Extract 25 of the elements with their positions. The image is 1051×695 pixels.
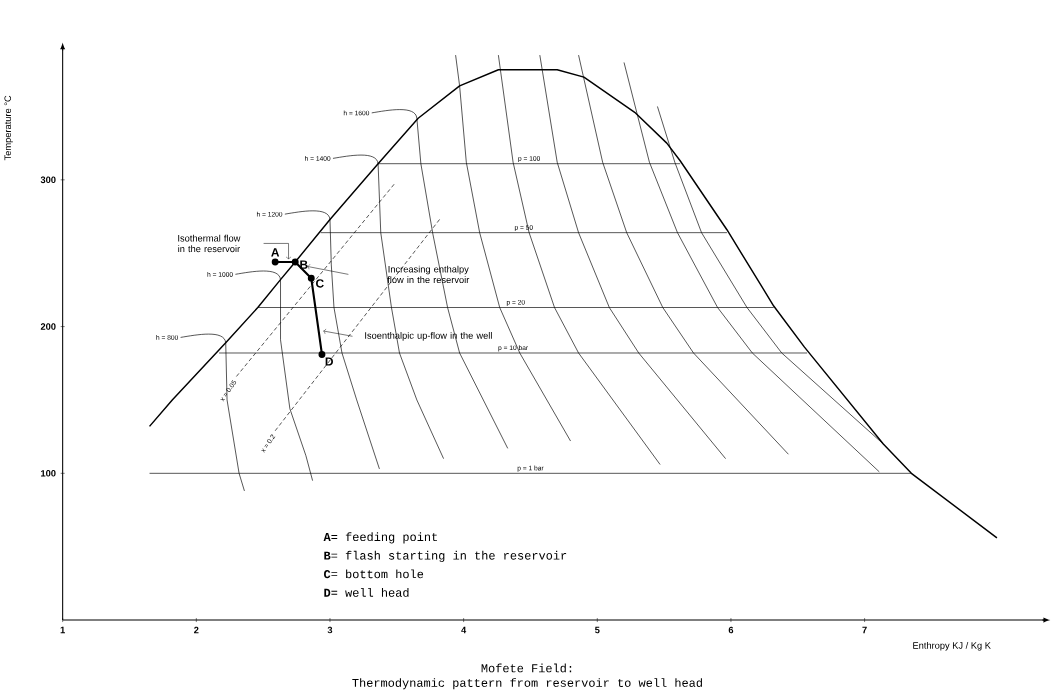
annotation: C	[316, 279, 324, 288]
y-tick-label: 100	[41, 470, 56, 477]
x-tick-label: 6	[728, 626, 734, 634]
annotation: Increasing enthalpy flow in the reservoir	[387, 265, 470, 284]
y-tick-label: 300	[40, 176, 56, 184]
x-tick-label: 2	[194, 626, 199, 634]
y-tick-label: 200	[40, 323, 56, 330]
x-tick-label: 4	[461, 626, 467, 634]
x-axis-title: Enthropy KJ / Kg K	[913, 642, 991, 651]
x-tick-label: 3	[327, 626, 333, 634]
annotation: Isothermal flow in the reservoir	[178, 234, 241, 253]
annotation: B= flash starting in the reservoir	[324, 551, 567, 563]
text: Mofete Field:	[481, 663, 572, 673]
y-axis-title: Temperature °C	[4, 95, 13, 161]
x-tick-label: 1	[60, 626, 65, 634]
annotation: D= well head	[324, 588, 409, 597]
annotation: B	[300, 260, 308, 269]
x-tick-label: 7	[862, 626, 867, 634]
annotation: C= bottom hole	[324, 569, 424, 579]
annotation: D	[325, 357, 333, 366]
annotation: A= feeding point	[323, 532, 437, 544]
text: Thermodynamic pattern from reservoir to well head	[352, 678, 702, 690]
annotation: A	[271, 248, 280, 257]
annotation: Isoenthalpic up-flow in the well	[365, 332, 492, 341]
x-tick-label: 5	[594, 626, 600, 634]
